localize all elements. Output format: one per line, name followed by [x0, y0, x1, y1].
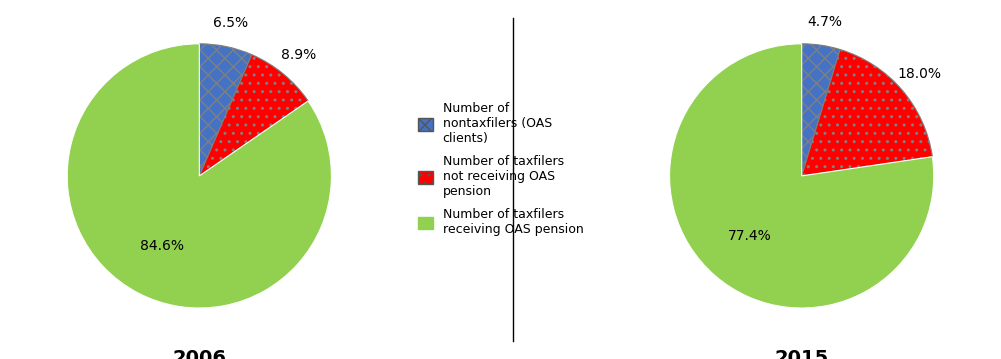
Wedge shape [802, 50, 932, 176]
Text: 18.0%: 18.0% [898, 67, 942, 81]
Text: 8.9%: 8.9% [280, 48, 316, 62]
Wedge shape [67, 44, 331, 308]
Text: 84.6%: 84.6% [140, 239, 184, 253]
Wedge shape [670, 44, 934, 308]
Wedge shape [199, 44, 252, 176]
Text: 2015: 2015 [775, 349, 829, 359]
Legend: Number of
nontaxfilers (OAS
clients), Number of taxfilers
not receiving OAS
pens: Number of nontaxfilers (OAS clients), Nu… [417, 102, 584, 236]
Wedge shape [199, 55, 308, 176]
Text: 6.5%: 6.5% [213, 16, 248, 30]
Text: 77.4%: 77.4% [728, 229, 772, 243]
Text: 4.7%: 4.7% [807, 15, 842, 29]
Wedge shape [802, 44, 840, 176]
Text: 2006: 2006 [172, 349, 226, 359]
